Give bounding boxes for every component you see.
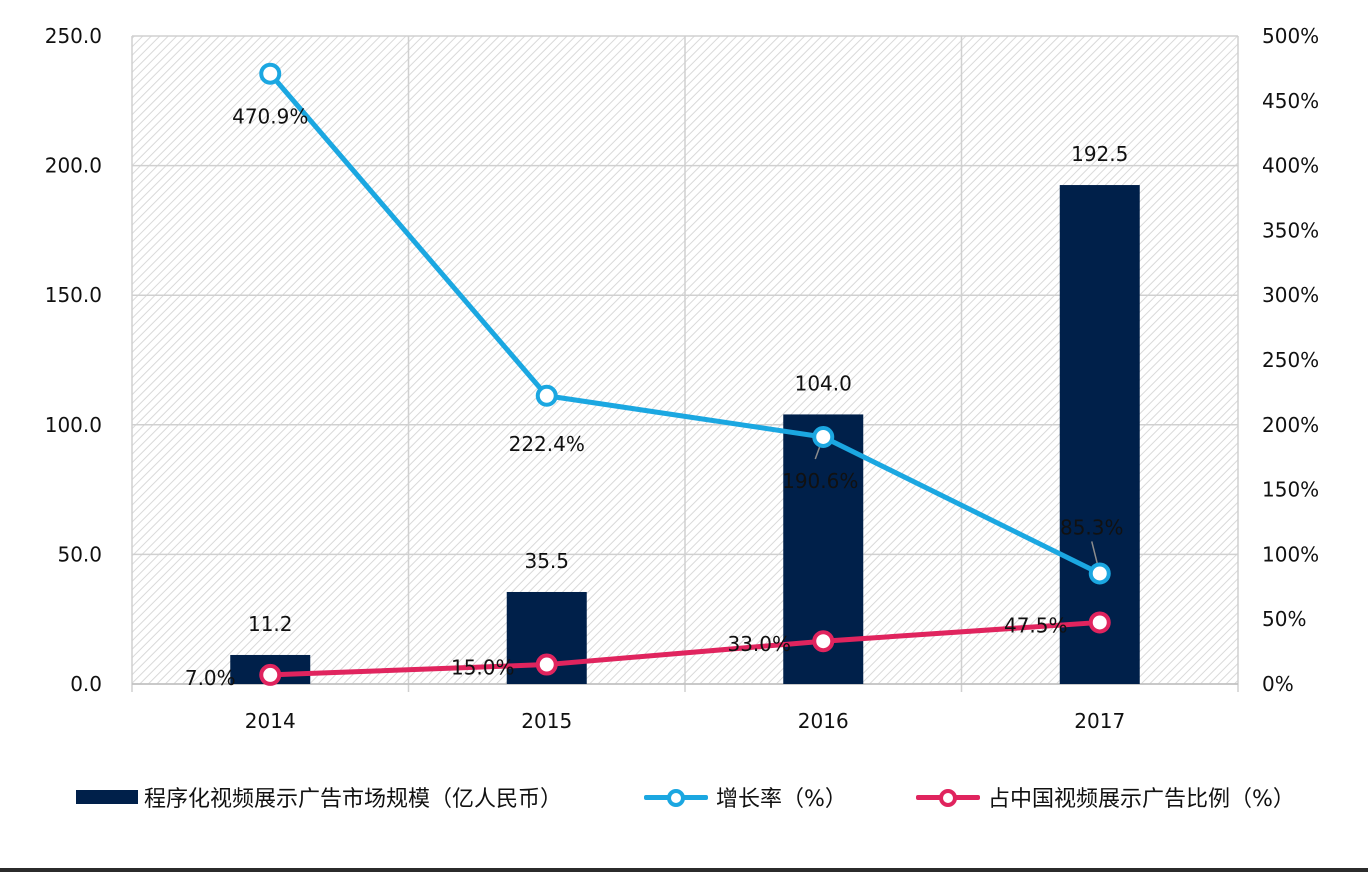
y-right-tick-label: 100%: [1262, 542, 1319, 566]
line-point-marker: [812, 630, 835, 653]
y-right-tick-label: 250%: [1262, 348, 1319, 372]
x-tick-label: 2017: [1074, 709, 1125, 733]
y-right-tick-label: 150%: [1262, 478, 1319, 502]
share-line: [270, 619, 1100, 678]
y-left-tick-label: 0.0: [70, 672, 102, 696]
growth-rate-label: 85.3%: [1060, 515, 1124, 539]
y-right-tick-label: 0%: [1262, 672, 1294, 696]
bar-value-label: 104.0: [795, 371, 852, 395]
legend-item-share: 占中国视频展示广告比例（%）: [916, 780, 1295, 814]
y-right-tick-label: 400%: [1262, 154, 1319, 178]
y-right-tick-label: 350%: [1262, 218, 1319, 242]
line-point-marker: [1088, 562, 1111, 585]
line-point-marker: [535, 384, 558, 407]
y-left-tick-label: 50.0: [57, 542, 102, 566]
legend-line-swatch-pink: [916, 789, 980, 807]
x-tick-label: 2015: [521, 709, 572, 733]
legend-line-swatch-blue: [644, 789, 708, 807]
legend-label-growth-rate: 增长率（%）: [716, 787, 847, 812]
bar-value-label: 11.2: [248, 612, 293, 636]
x-tick-label: 2016: [798, 709, 849, 733]
y-left-tick-label: 200.0: [45, 154, 102, 178]
bar: [1059, 185, 1140, 685]
line-point-marker: [812, 425, 835, 448]
share-label: 47.5%: [1004, 613, 1068, 637]
growth-rate-line: [268, 72, 1101, 576]
bar-value-label: 35.5: [524, 549, 569, 573]
y-right-tick-label: 450%: [1262, 89, 1319, 113]
y-right-tick-label: 500%: [1262, 24, 1319, 48]
line-series: [259, 62, 1111, 686]
x-tick-label: 2014: [245, 709, 296, 733]
growth-rate-label: 222.4%: [509, 432, 585, 456]
share-label: 7.0%: [185, 666, 236, 690]
chart-labels: 0.0 50.0 100.0 150.0 200.0 250.0 0% 50% 100% 150%…: [45, 24, 1319, 733]
y-right-tick-label: 50%: [1262, 607, 1306, 631]
legend-label-market-size: 程序化视频展示广告市场规模（亿人民币）: [144, 787, 563, 812]
legend-bar-swatch: [76, 790, 138, 804]
gridlines: [131, 35, 1239, 692]
growth-rate-label: 470.9%: [232, 105, 308, 129]
growth-rate-label: 190.6%: [782, 469, 858, 493]
y-right-tick-label: 200%: [1262, 413, 1319, 437]
bar-value-label: 192.5: [1071, 142, 1128, 166]
legend-label-share: 占中国视频展示广告比例（%）: [988, 787, 1295, 812]
legend-item-market-size: 程序化视频展示广告市场规模（亿人民币）: [76, 780, 562, 814]
line-point-marker: [535, 653, 558, 676]
y-left-tick-label: 100.0: [45, 413, 102, 437]
y-left-tick-label: 250.0: [45, 24, 102, 48]
share-label: 15.0%: [451, 656, 515, 680]
y-left-tick-label: 150.0: [45, 283, 102, 307]
legend: 程序化视频展示广告市场规模（亿人民币） 增长率（%） 占中国视频展示广告比例（%…: [0, 780, 1368, 814]
bottom-border: [0, 868, 1368, 872]
y-right-tick-label: 300%: [1262, 283, 1319, 307]
legend-item-growth-rate: 增长率（%）: [644, 780, 847, 814]
line-point-marker: [259, 663, 282, 686]
share-label: 33.0%: [727, 632, 791, 656]
line-point-marker: [1088, 611, 1111, 634]
line-point-marker: [259, 62, 282, 85]
